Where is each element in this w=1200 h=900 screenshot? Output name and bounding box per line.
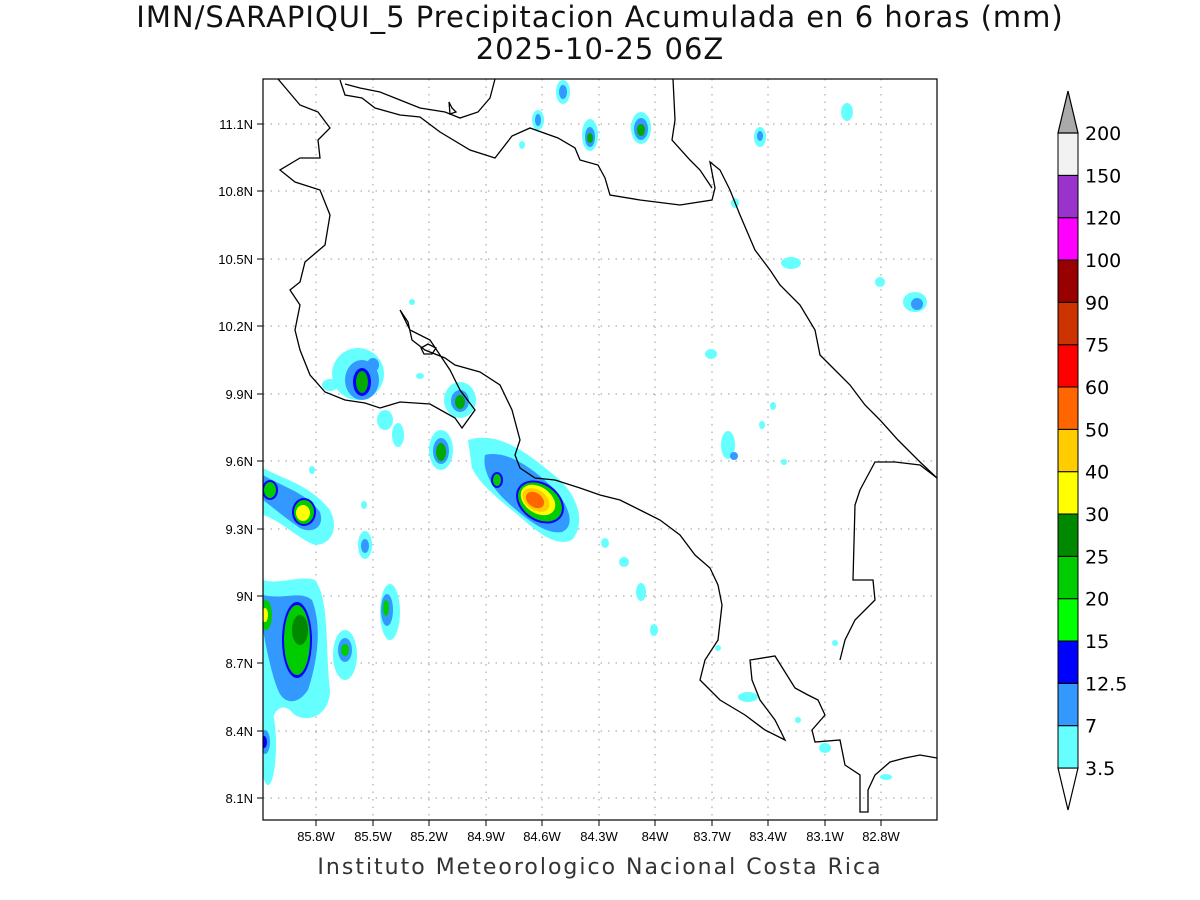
precipitation-colorbar: 3.5 7 12.5 15 20 25 30 40 50 60 75 90 100 120 150 200	[1057, 90, 1127, 811]
colorbar-label: 25	[1085, 546, 1109, 568]
x-tick-label: 85.2W	[410, 829, 448, 844]
longitude-ticks: 85.8W 85.5W 85.2W 84.9W 84.6W 84.3W 84W 83.7W 83…	[297, 820, 901, 844]
colorbar-label: 200	[1085, 123, 1121, 145]
x-tick-label: 84.6W	[523, 829, 561, 844]
colorbar-label: 50	[1085, 419, 1109, 441]
latitude-ticks: 11.1N 10.8N 10.5N 10.2N 9.9N 9.6N 9.3N 9N 8.7N 8.…	[218, 117, 263, 806]
map-frame	[262, 78, 938, 821]
coastline-borders	[277, 79, 937, 813]
colorbar-swatch	[1057, 259, 1079, 303]
colorbar-swatch	[1057, 428, 1079, 473]
y-tick-label: 8.7N	[226, 656, 253, 671]
colorbar-swatch	[1057, 217, 1079, 261]
colorbar-label: 60	[1085, 377, 1109, 399]
colorbar-label: 7	[1085, 716, 1097, 738]
x-tick-label: 85.5W	[354, 829, 392, 844]
y-tick-label: 10.2N	[218, 319, 253, 334]
colorbar-label: 90	[1085, 292, 1109, 314]
y-tick-label: 9.3N	[226, 522, 253, 537]
colorbar-swatch	[1057, 682, 1079, 727]
y-tick-label: 8.4N	[226, 724, 253, 739]
colorbar-label: 40	[1085, 462, 1109, 484]
colorbar-label: 150	[1085, 165, 1121, 187]
map-gridlines	[263, 79, 937, 820]
colorbar-swatch	[1057, 471, 1079, 515]
colorbar-label: 15	[1085, 631, 1109, 653]
colorbar-label: 20	[1085, 589, 1109, 611]
footer-credit: Instituto Meteorologico Nacional Costa R…	[317, 855, 883, 880]
x-tick-label: 84.3W	[580, 829, 618, 844]
map-subtitle: 2025-10-25 06Z	[475, 32, 725, 66]
x-tick-label: 83.7W	[693, 829, 731, 844]
colorbar-lower-triangle	[1057, 767, 1079, 811]
colorbar-label: 30	[1085, 504, 1109, 526]
colorbar-swatch	[1057, 344, 1079, 388]
colorbar-swatch	[1057, 301, 1079, 346]
colorbar-label: 75	[1085, 335, 1109, 357]
x-tick-label: 85.8W	[297, 829, 335, 844]
colorbar-swatch	[1057, 555, 1079, 600]
x-tick-label: 82.8W	[862, 829, 900, 844]
y-tick-label: 8.1N	[226, 791, 253, 806]
x-tick-label: 83.4W	[749, 829, 787, 844]
colorbar-swatch	[1057, 598, 1079, 642]
map-title: IMN/SARAPIQUI_5 Precipitacion Acumulada …	[136, 0, 1064, 34]
colorbar-swatch	[1057, 386, 1079, 430]
colorbar-swatch	[1057, 132, 1079, 176]
y-tick-label: 9N	[236, 589, 253, 604]
x-tick-label: 84W	[642, 829, 669, 844]
y-tick-label: 9.9N	[226, 387, 253, 402]
colorbar-label: 120	[1085, 208, 1121, 230]
precipitation-field	[263, 80, 927, 785]
x-tick-label: 84.9W	[467, 829, 505, 844]
y-tick-label: 11.1N	[219, 117, 253, 132]
y-tick-label: 9.6N	[226, 454, 253, 469]
colorbar-label: 100	[1085, 250, 1121, 272]
colorbar-swatch	[1057, 513, 1079, 557]
x-tick-label: 83.1W	[806, 829, 844, 844]
colorbar-upper-triangle	[1057, 90, 1079, 134]
y-tick-label: 10.5N	[218, 252, 253, 267]
colorbar-swatch	[1057, 725, 1079, 769]
y-tick-label: 10.8N	[218, 184, 253, 199]
colorbar-swatch	[1057, 640, 1079, 684]
colorbar-swatch	[1057, 174, 1079, 219]
colorbar-label: 3.5	[1085, 758, 1115, 780]
colorbar-label: 12.5	[1085, 673, 1127, 695]
